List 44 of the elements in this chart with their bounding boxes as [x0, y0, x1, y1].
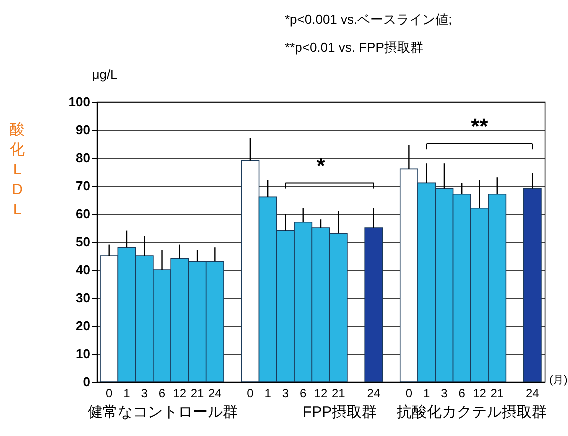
y-axis-title: 酸化LDL [10, 122, 25, 218]
text: 抗酸化カクテル摂取群 [397, 404, 547, 421]
bar [364, 228, 384, 382]
x-tick-label: 24 [367, 386, 381, 400]
x-tick-label: 21 [332, 386, 346, 400]
y-tick-label: 70 [76, 178, 90, 194]
bar [523, 188, 542, 382]
y-tick-label: 100 [68, 94, 90, 110]
x-axis-title: (月) [550, 374, 568, 386]
x-tick-label: 0 [406, 386, 413, 400]
x-tick-label: 1 [124, 386, 131, 400]
x-tick-label: 6 [458, 386, 466, 400]
text: 健常なコントロール群 [88, 404, 238, 421]
text: FPP摂取群 [302, 404, 378, 421]
x-tick-label: 21 [490, 386, 504, 400]
x-tick-label: 0 [247, 386, 254, 400]
x-tick-label: 1 [423, 386, 430, 400]
x-tick-label: 24 [208, 386, 222, 400]
x-tick-label: 24 [526, 386, 540, 400]
x-tick-label: 12 [173, 386, 187, 400]
text: μg/L [92, 67, 118, 82]
y-tick-label: 30 [76, 290, 90, 306]
y-tick-label: 80 [76, 150, 90, 166]
text: **p<0.01 vs. FPP摂取群 [285, 40, 424, 55]
x-tick-label: 3 [282, 386, 290, 400]
x-tick-label: 12 [314, 386, 328, 400]
x-tick-label: 1 [264, 386, 272, 400]
x-tick-label: 0 [106, 386, 114, 400]
x-tick-label: 6 [158, 386, 166, 400]
y-tick-label: 90 [76, 122, 90, 138]
y-tick-label: 10 [76, 346, 90, 362]
annotation: ** [471, 114, 489, 140]
y-tick-label: 60 [76, 206, 90, 222]
x-tick-label: 12 [473, 386, 487, 400]
annotation: * [316, 153, 326, 178]
y-tick-label: 20 [76, 318, 90, 334]
x-tick-label: 21 [190, 386, 205, 400]
text: *p<0.001 vs.ベースライン値; [285, 12, 452, 27]
y-tick-label: 0 [83, 374, 90, 390]
x-tick-label: 3 [141, 386, 148, 400]
x-tick-label: 6 [300, 386, 308, 400]
y-tick-label: 50 [76, 234, 90, 250]
y-tick-label: 40 [76, 262, 90, 278]
x-tick-label: 3 [441, 386, 448, 400]
